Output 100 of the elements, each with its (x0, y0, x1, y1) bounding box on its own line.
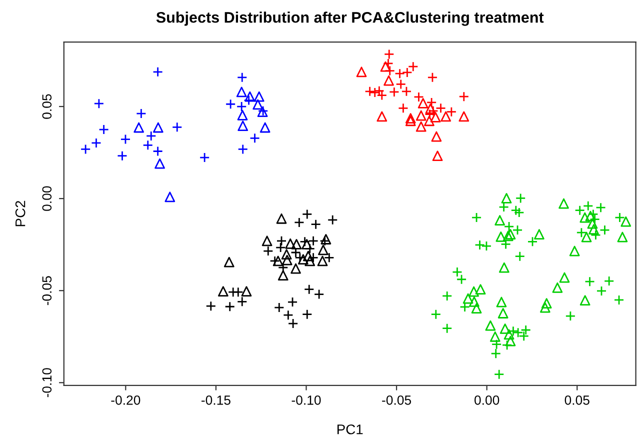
point (291, 239, 302, 250)
point (588, 224, 599, 234)
point (303, 250, 314, 262)
x-tick-label: -0.15 (202, 395, 230, 405)
point (405, 116, 416, 126)
x-tick-label: -0.10 (292, 395, 321, 405)
point (512, 327, 524, 338)
point (534, 229, 544, 240)
point (496, 231, 506, 242)
point (401, 86, 412, 97)
point (318, 244, 328, 256)
point (431, 131, 442, 142)
y-tick-label: 0.05 (42, 94, 52, 119)
point (405, 113, 416, 124)
point (512, 224, 523, 236)
point (558, 198, 569, 209)
x-tick-label: -0.20 (111, 395, 140, 405)
point (565, 310, 576, 322)
point (290, 263, 301, 274)
point (498, 308, 508, 318)
point (225, 98, 236, 110)
x-tick-label: -0.05 (382, 395, 412, 405)
point (427, 72, 438, 83)
point (285, 238, 296, 249)
point (502, 230, 514, 242)
x-axis-title: PC1 (337, 424, 363, 434)
point (276, 213, 287, 224)
point (485, 320, 496, 331)
point (425, 103, 436, 114)
point (272, 256, 284, 266)
point (278, 270, 288, 281)
point (275, 242, 286, 253)
point (576, 227, 587, 238)
point (304, 256, 316, 266)
point (94, 98, 104, 109)
point (440, 111, 452, 122)
point (500, 324, 510, 334)
point (475, 284, 486, 295)
point (569, 246, 580, 256)
point (442, 290, 452, 302)
point (582, 200, 594, 212)
point (498, 262, 510, 273)
point (262, 246, 274, 256)
point (262, 236, 272, 246)
point (288, 318, 298, 329)
point (356, 66, 367, 78)
point (376, 111, 388, 122)
point (540, 302, 550, 313)
point (418, 98, 428, 108)
point (596, 286, 607, 296)
point (237, 110, 248, 120)
point (490, 331, 500, 342)
point (317, 256, 328, 266)
point (458, 111, 470, 122)
point (298, 254, 308, 265)
point (541, 298, 552, 308)
point (617, 232, 628, 242)
point (430, 112, 441, 122)
point (559, 272, 570, 283)
point (281, 249, 292, 260)
point (614, 294, 624, 306)
point (468, 286, 480, 297)
point (580, 295, 590, 306)
point (620, 216, 632, 227)
point (581, 232, 592, 242)
point (274, 302, 284, 313)
point (585, 210, 596, 222)
point (424, 116, 434, 126)
point (154, 158, 165, 169)
point (236, 72, 248, 83)
point (416, 110, 426, 121)
point (458, 91, 470, 102)
y-tick-label: -0.05 (42, 276, 52, 306)
point (471, 303, 482, 314)
point (380, 61, 391, 72)
point (432, 150, 443, 162)
point (504, 221, 514, 232)
point (224, 301, 236, 312)
point (164, 192, 176, 202)
point (462, 293, 474, 304)
point (236, 86, 247, 98)
point (276, 236, 287, 246)
point (471, 212, 482, 223)
point (468, 296, 480, 307)
point (505, 336, 516, 346)
point (206, 300, 216, 312)
point (282, 310, 294, 320)
point (241, 286, 252, 297)
point (481, 240, 492, 252)
x-tick-label: 0.05 (564, 395, 590, 405)
point (282, 254, 292, 266)
point (224, 256, 234, 268)
point (218, 286, 228, 297)
point (494, 215, 506, 226)
point (260, 122, 270, 133)
point (501, 192, 512, 204)
point (490, 348, 502, 359)
point (416, 121, 426, 132)
point (496, 296, 507, 308)
point (287, 296, 298, 308)
